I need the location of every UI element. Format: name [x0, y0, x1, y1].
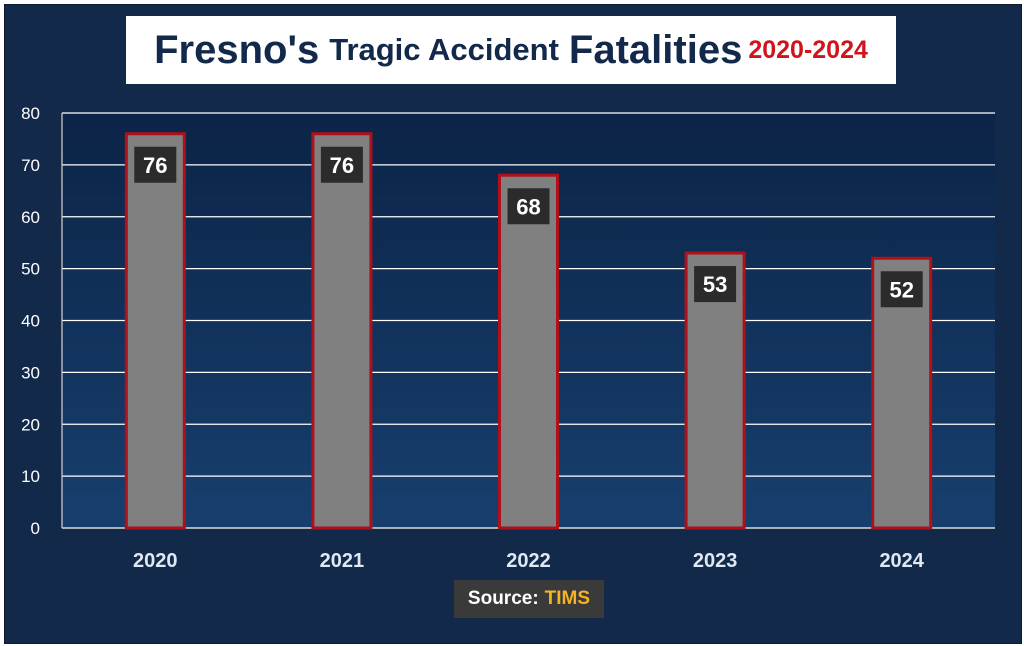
data-label-box	[320, 146, 363, 183]
y-tick-label: 70	[21, 156, 40, 175]
title-part-tragic-accident: Tragic Accident	[329, 32, 559, 67]
x-tick-label: 2020	[133, 550, 178, 572]
data-label: 53	[703, 272, 727, 297]
y-tick-label: 10	[21, 467, 40, 486]
y-tick-label: 80	[21, 104, 40, 123]
data-label-box	[880, 271, 923, 308]
title-years: 2020-2024	[748, 35, 868, 64]
y-tick-label: 30	[21, 363, 40, 382]
title-part-fatalities: Fatalities	[568, 27, 743, 72]
data-label-box	[694, 266, 737, 303]
x-tick-label: 2024	[879, 550, 924, 572]
data-label-box	[134, 146, 177, 183]
bar-2022	[498, 173, 559, 530]
data-label: 52	[889, 277, 913, 302]
y-tick-label: 20	[21, 415, 40, 434]
x-tick-label: 2021	[320, 550, 365, 572]
data-label-box	[507, 188, 550, 225]
chart-title: Fresno's Tragic Accident Fatalities 2020…	[126, 16, 896, 84]
x-tick-label: 2022	[506, 550, 551, 572]
source-label: Source:	[467, 588, 539, 609]
data-label: 76	[330, 153, 354, 178]
y-tick-label: 60	[21, 208, 40, 227]
data-label: 68	[516, 194, 540, 219]
x-tick-label: 2023	[693, 550, 738, 572]
source-badge: Source: TIMS	[454, 580, 604, 618]
source-value: TIMS	[544, 588, 591, 609]
y-tick-label: 40	[21, 312, 40, 331]
title-part-fresno: Fresno's	[154, 27, 320, 72]
y-tick-label: 50	[21, 260, 40, 279]
y-tick-label: 0	[31, 519, 40, 538]
bar-2020	[124, 132, 186, 530]
bar-2021	[311, 132, 373, 530]
data-label: 76	[143, 153, 167, 178]
